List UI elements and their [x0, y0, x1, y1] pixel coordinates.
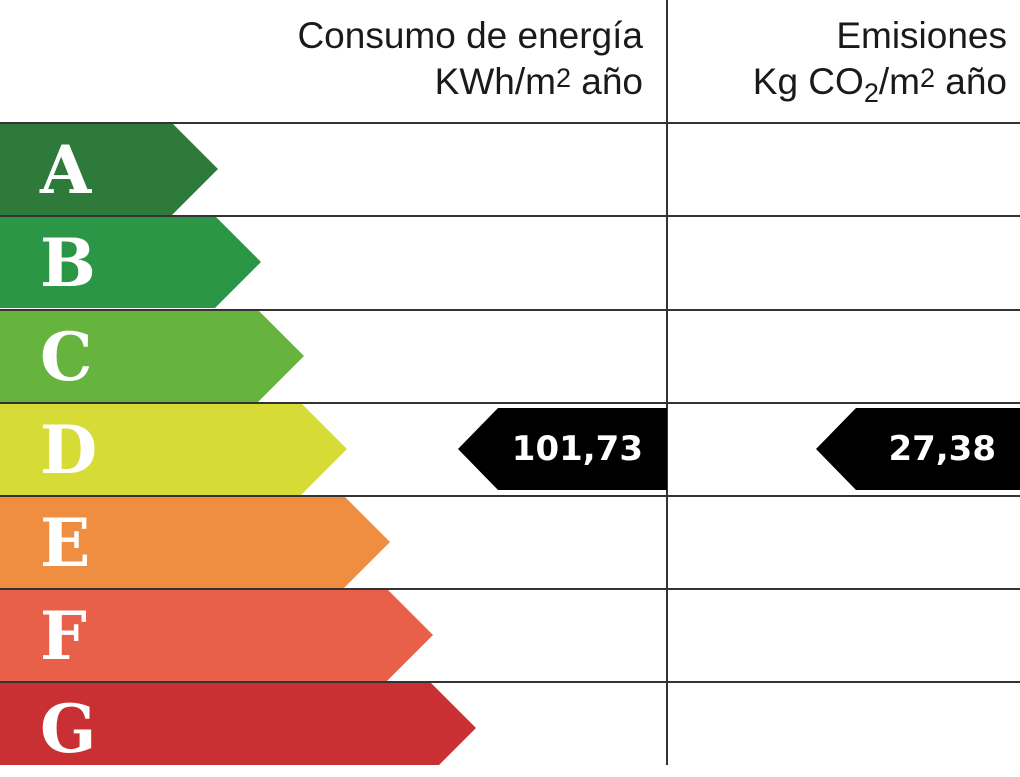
grid-line	[0, 215, 1020, 217]
energy-value-marker: 101,73	[458, 408, 667, 490]
energy-header: Consumo de energía KWh/m2 año	[297, 14, 643, 103]
band-letter: B	[40, 224, 96, 302]
band-letter: E	[40, 504, 91, 582]
emissions-value: 27,38	[888, 429, 996, 469]
band-g: G	[0, 682, 476, 768]
band-e: E	[0, 496, 390, 588]
emissions-value-marker: 27,38	[816, 408, 1020, 490]
grid-line	[0, 588, 1020, 590]
band-letter: D	[40, 411, 98, 489]
grid-line	[0, 681, 1020, 683]
emissions-header: Emisiones Kg CO2/m2 año	[753, 14, 1007, 115]
column-divider	[666, 0, 668, 765]
grid-line	[0, 495, 1020, 497]
energy-title: Consumo de energía	[297, 15, 643, 56]
emissions-unit: Kg CO2/m2 año	[752, 61, 1007, 108]
band-letter: G	[40, 690, 97, 768]
energy-unit: KWh/m2 año	[434, 61, 643, 102]
grid-line	[0, 402, 1020, 404]
band-letter: A	[40, 131, 92, 209]
grid-line	[0, 122, 1020, 124]
band-b: B	[0, 216, 261, 308]
emissions-title: Emisiones	[836, 15, 1007, 56]
band-c: C	[0, 310, 304, 402]
band-d: D	[0, 403, 347, 495]
energy-value: 101,73	[511, 429, 643, 469]
band-letter: F	[40, 597, 87, 675]
band-f: F	[0, 589, 433, 681]
grid-line	[0, 309, 1020, 311]
band-a: A	[0, 123, 218, 215]
band-letter: C	[40, 318, 93, 396]
